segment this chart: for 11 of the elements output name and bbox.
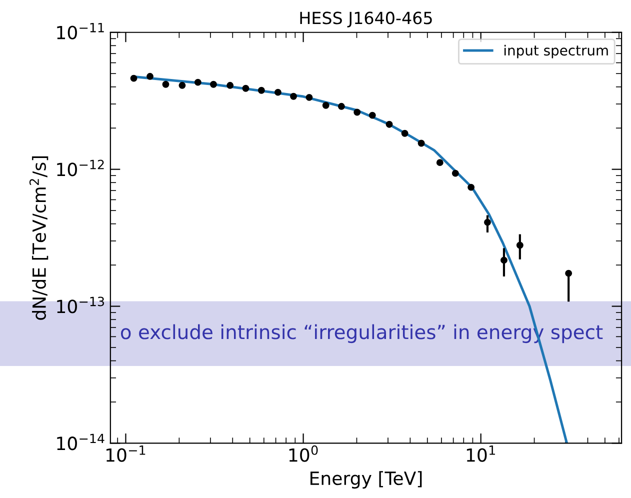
y-tick-label: 10$^{−14}$ <box>57 434 104 450</box>
x-tick-label: 10$^{1}$ <box>466 446 495 462</box>
x-tick-label: 10$^{0}$ <box>289 445 318 462</box>
y-tick-label: 10$^{−12}$ <box>57 160 104 176</box>
x-axis-title: Energy [TeV] <box>310 471 422 489</box>
y-tick-label: 10$^{−13}$ <box>57 296 104 314</box>
x-tick-label: 10$^{−1}$ <box>106 446 146 462</box>
y-axis-title: dN/dE [TeV/cm$^{2}$/s] <box>29 156 48 320</box>
y-tick-label: 10$^{−11}$ <box>57 22 104 40</box>
chart-title: HESS J1640-465 <box>300 12 432 28</box>
legend-label: input spectrum <box>504 44 608 58</box>
